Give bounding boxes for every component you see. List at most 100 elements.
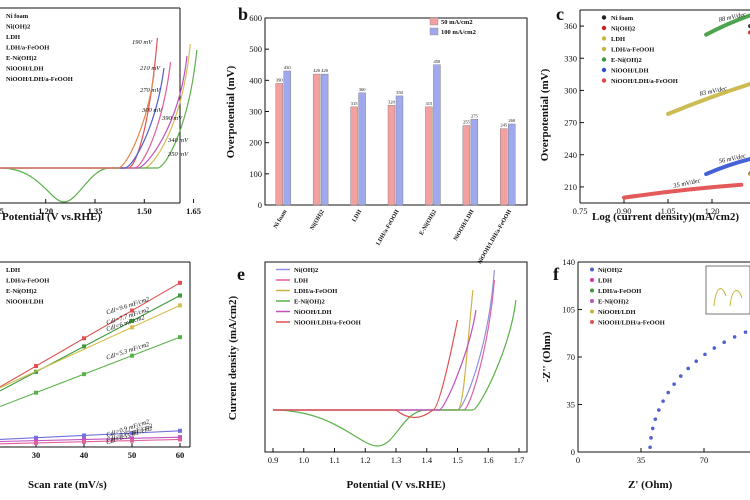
panel-d-point — [178, 280, 182, 285]
panel-c-ticks: 210 240 270 300 330 360 0.75 0.90 1.05 1.20 — [564, 21, 719, 216]
panel-b-bar-value: 350 — [396, 90, 404, 95]
panel-f-point — [678, 374, 683, 378]
panel-d-fit-line — [0, 295, 181, 392]
panel-c-series-2 — [666, 81, 750, 117]
panel-b-ylabel: Overpotential (mV) — [225, 65, 237, 158]
panel-c-y-tick-label: 270 — [564, 118, 577, 128]
panel-d-point — [130, 308, 134, 313]
panel-b-bar — [470, 119, 479, 206]
panel-b-bar — [358, 92, 366, 206]
panel-c-legend-label: Ni foam — [611, 15, 634, 22]
panel-e-tick-label: 0.9 — [268, 455, 279, 465]
panel-e-tick-label: 1.5 — [452, 455, 463, 465]
panel-d-point — [34, 440, 38, 445]
panel-a-legend-entry: NiOOH/LDH — [6, 66, 44, 73]
panel-a-tick-label: 1.50 — [137, 206, 152, 216]
panel-d-fit-line — [0, 436, 181, 443]
panel-d-point — [130, 353, 134, 358]
panel-a-annotation: 390 mV — [161, 115, 183, 122]
panel-b-bar-value: 360 — [359, 87, 367, 92]
panel-f-legend-marker — [590, 299, 594, 303]
panel-a-annotation: 210 mV — [140, 65, 161, 72]
panel-c-legend-label: LDH — [611, 36, 625, 43]
panel-c-xlabel: Log (current density)(mA/cm2) — [592, 211, 739, 223]
panel-a-curve-2 — [0, 49, 198, 203]
panel-b-category: E-Ni(OH)2 — [418, 209, 438, 237]
panel-f-legend-label: LDH — [598, 278, 612, 285]
panel-f-legend-label: NiOOH/LDH/a-FeOOH — [598, 320, 665, 327]
panel-a-annotation: 270 mV — [140, 87, 161, 94]
panel-b-tick-label: 600 — [249, 13, 262, 23]
panel-d-point — [82, 437, 86, 442]
panel-c-series-5 — [704, 157, 750, 177]
panel-b-bar-value: 255 — [463, 120, 471, 125]
panel-d-tick-label: 60 — [176, 450, 185, 460]
panel-d-point — [34, 364, 38, 369]
panel-f-x-tick-label: 0 — [576, 455, 580, 465]
panel-a-annotation: 340 mV — [167, 137, 189, 144]
panel-f-y-tick-label: 35 — [567, 400, 576, 410]
panel-b-legend-label: 100 mA/cm2 — [441, 29, 476, 36]
panel-f-point — [650, 426, 655, 431]
panel-f-legend-marker — [590, 288, 594, 293]
panel-a: 1.05 1.20 1.35 1.50 1.65 Ni foam Ni(OH)2 LDH LD… — [0, 7, 201, 223]
panel-e-legend-label: LDH — [294, 278, 308, 285]
panel-d-point — [178, 437, 182, 442]
panel-a-xlabel: Potential (V vs.RHE) — [2, 211, 101, 223]
panel-f-point — [686, 366, 690, 371]
panel-e: e 0.9 1.0 1.1 1.2 1.3 1.4 1.5 1.6 1.7 Ni(OH)2 LDH… — [227, 261, 528, 491]
panel-d-point — [178, 435, 182, 440]
panel-a-legend: Ni foam Ni(OH)2 LDH LDH/a-FeOOH E-Ni(OH)2 NiO… — [6, 13, 73, 83]
panel-d-point — [178, 335, 182, 340]
panel-b-bar — [500, 128, 508, 206]
panel-d-legend-entry: E-Ni(OH)2 — [6, 288, 37, 295]
panel-f-legend-label: LDH/a-FeOOH — [598, 288, 641, 295]
panel-d-tick-label: 30 — [32, 450, 41, 460]
panel-c-series-6 — [622, 182, 744, 200]
panel-d-point — [178, 428, 182, 433]
panel-a-curve-1 — [0, 43, 191, 169]
panel-f-legend-marker — [590, 278, 594, 282]
panel-c-y-tick-label: 330 — [564, 53, 577, 63]
panel-c-y-tick-label: 360 — [564, 21, 577, 31]
panel-e-tick-label: 1.7 — [514, 455, 525, 465]
panel-e-curve-4 — [273, 309, 477, 411]
panel-b-bar-value: 390 — [276, 77, 284, 82]
panel-a-legend-entry: LDH/a-FeOOH — [6, 45, 49, 52]
panel-e-curve-2 — [273, 289, 474, 411]
panel-a-curve-4 — [0, 61, 172, 169]
panel-f-point — [666, 390, 671, 395]
panel-d-point — [130, 325, 134, 330]
panel-e-legend-label: E-Ni(OH)2 — [294, 299, 325, 306]
panel-c-legend-label: E-Ni(OH)2 — [611, 57, 642, 64]
panel-a-annotation: 300 mV — [141, 107, 163, 114]
panel-d-fit-line — [0, 304, 181, 389]
panel-d-point — [82, 344, 86, 349]
panel-c-x-tick-label: 0.90 — [617, 206, 632, 216]
panel-b-category: LDH/a-FeOOH — [376, 209, 401, 247]
panel-e-curve-3 — [272, 299, 517, 447]
panel-c-y-tick-label: 210 — [564, 182, 577, 192]
panel-c-ylabel: Overpotential (mV) — [539, 68, 551, 161]
panel-b-bar — [395, 95, 404, 206]
panel-e-tick-label: 1.4 — [421, 455, 432, 465]
panel-b-bar-value: 320 — [388, 99, 396, 104]
panel-b-tick-label: 500 — [249, 44, 262, 54]
panel-e-legend-label: NiOOH/LDH/a-FeOOH — [294, 320, 361, 327]
panel-c-tag: c — [556, 4, 564, 24]
panel-d-point — [178, 293, 182, 298]
panel-c-y-tick-label: 240 — [564, 150, 577, 160]
panel-e-tick-label: 1.6 — [483, 455, 494, 465]
panel-b-bar — [312, 73, 321, 206]
panel-c-legend-marker — [601, 25, 607, 31]
panel-a-curve-3 — [0, 55, 188, 169]
panel-c-slope-label: 47 mV/dec — [747, 164, 750, 177]
panel-b-bar — [387, 105, 396, 206]
panel-f-x-tick-label: 70 — [700, 455, 709, 465]
panel-b-bar-value: 315 — [351, 101, 359, 106]
panel-d-point — [130, 318, 134, 323]
panel-b-bar — [275, 83, 283, 206]
